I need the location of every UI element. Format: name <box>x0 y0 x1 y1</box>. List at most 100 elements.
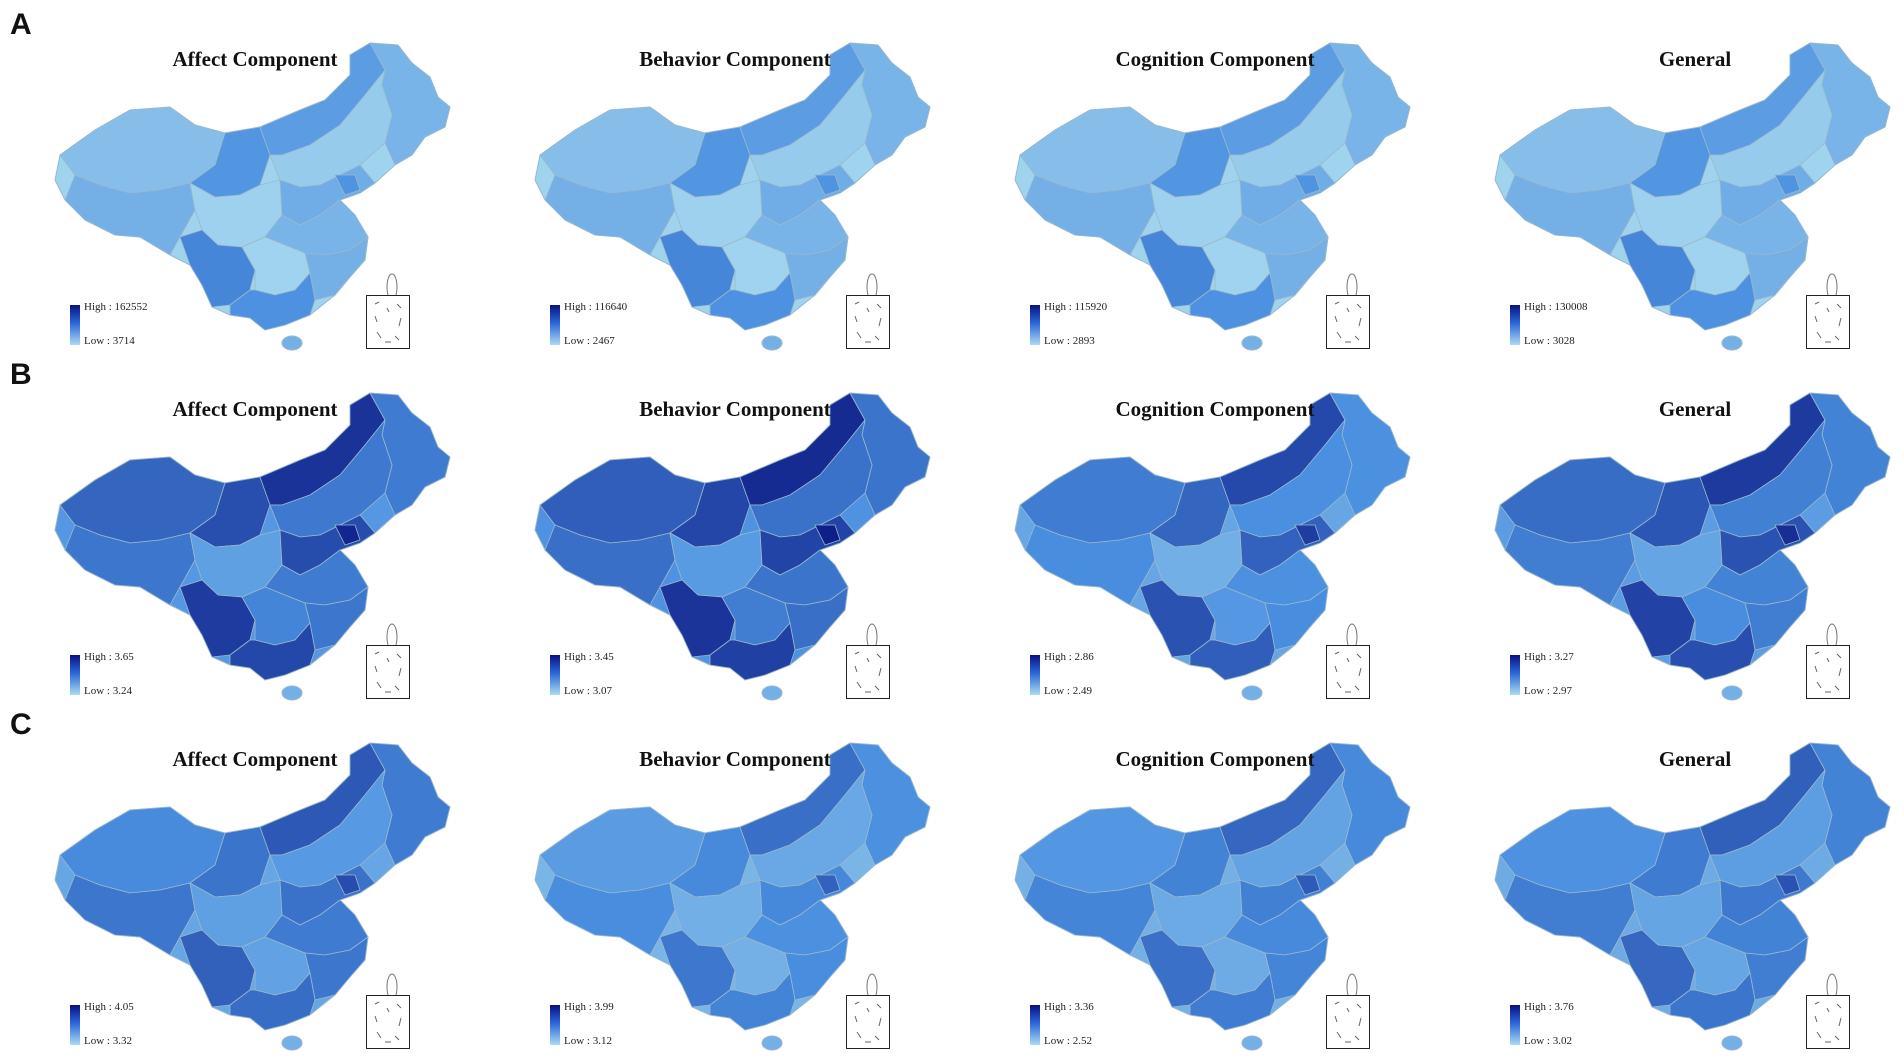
map-legend: High : 3.36 Low : 2.52 <box>1030 1001 1150 1053</box>
map-legend: High : 3.45 Low : 3.07 <box>550 651 670 703</box>
inset-dashes <box>1814 1001 1842 1043</box>
map-legend: High : 116640 Low : 2467 <box>550 301 670 353</box>
panel-b-affect: Affect Component High : 3.65 Low : 3.24 <box>20 365 490 705</box>
south-china-sea-inset <box>366 995 410 1049</box>
hainan-island <box>1241 1035 1263 1051</box>
map-legend: High : 115920 Low : 2893 <box>1030 301 1150 353</box>
legend-color-ramp <box>1510 655 1520 695</box>
legend-low-label: Low : 3714 <box>84 335 135 347</box>
province-map <box>534 392 931 701</box>
hainan-island <box>1721 685 1743 701</box>
panel-title: General <box>1658 47 1732 71</box>
legend-low-label: Low : 2.49 <box>1044 685 1092 697</box>
legend-high-label: High : 3.99 <box>564 1001 614 1013</box>
legend-low-label: Low : 3.12 <box>564 1035 612 1047</box>
legend-low-label: Low : 2467 <box>564 335 615 347</box>
panel-b-cognition: Cognition Component High : 2.86 Low : 2.49 <box>980 365 1450 705</box>
panel-a-affect: Affect Component High : 162552 Low : 3714 <box>20 15 490 355</box>
map-legend: High : 3.99 Low : 3.12 <box>550 1001 670 1053</box>
hainan-island <box>1241 685 1263 701</box>
province-map <box>54 392 451 701</box>
province-map <box>1014 42 1411 351</box>
legend-high-label: High : 3.36 <box>1044 1001 1094 1013</box>
legend-color-ramp <box>550 1005 560 1045</box>
legend-color-ramp <box>1030 305 1040 345</box>
province-map <box>1014 392 1411 701</box>
legend-low-label: Low : 2.52 <box>1044 1035 1092 1047</box>
legend-high-label: High : 4.05 <box>84 1001 134 1013</box>
province-map <box>1014 742 1411 1051</box>
inset-dashes <box>374 301 402 343</box>
inset-dashes <box>1334 1001 1362 1043</box>
province-region <box>1294 174 1321 196</box>
province-region <box>1189 622 1276 681</box>
legend-low-label: Low : 3.07 <box>564 685 612 697</box>
panel-title: Behavior Component <box>639 47 831 71</box>
south-china-sea-inset <box>846 645 890 699</box>
legend-high-label: High : 3.76 <box>1524 1001 1574 1013</box>
legend-high-label: High : 3.65 <box>84 651 134 663</box>
province-region <box>709 622 796 681</box>
hainan-island <box>281 1035 303 1051</box>
legend-high-label: High : 2.86 <box>1044 651 1094 663</box>
south-china-sea-inset <box>1326 295 1370 349</box>
province-region <box>814 524 841 546</box>
south-china-sea-inset <box>1806 645 1850 699</box>
hainan-island <box>281 335 303 351</box>
province-map <box>534 742 931 1051</box>
map-legend: High : 3.27 Low : 2.97 <box>1510 651 1630 703</box>
panel-b-behavior: Behavior Component High : 3.45 Low : 3.07 <box>500 365 970 705</box>
inset-dashes <box>1334 301 1362 343</box>
map-legend: High : 130008 Low : 3028 <box>1510 301 1630 353</box>
legend-color-ramp <box>1510 305 1520 345</box>
map-legend: High : 3.65 Low : 3.24 <box>70 651 190 703</box>
inset-dashes <box>854 301 882 343</box>
province-map <box>54 742 451 1051</box>
south-china-sea-inset <box>1806 995 1850 1049</box>
legend-low-label: Low : 2893 <box>1044 335 1095 347</box>
inset-dashes <box>854 651 882 693</box>
province-region <box>1294 874 1321 896</box>
panel-title: Behavior Component <box>639 747 831 771</box>
panel-c-behavior: Behavior Component High : 3.99 Low : 3.12 <box>500 715 970 1055</box>
legend-low-label: Low : 3.02 <box>1524 1035 1572 1047</box>
province-map <box>534 42 931 351</box>
south-china-sea-inset <box>1326 645 1370 699</box>
province-map <box>1494 42 1891 351</box>
province-map <box>1494 742 1891 1051</box>
province-region <box>1189 972 1276 1031</box>
hainan-island <box>281 685 303 701</box>
legend-low-label: Low : 3028 <box>1524 335 1575 347</box>
panel-title: Cognition Component <box>1115 747 1315 771</box>
legend-high-label: High : 3.27 <box>1524 651 1574 663</box>
province-map <box>54 42 451 351</box>
legend-color-ramp <box>70 305 80 345</box>
south-china-sea-inset <box>1326 995 1370 1049</box>
panel-a-general: General High : 130008 Low : 3028 <box>1460 15 1904 355</box>
panel-a-cognition: Cognition Component High : 115920 Low : 28… <box>980 15 1450 355</box>
province-region <box>1669 622 1756 681</box>
map-legend: High : 4.05 Low : 3.32 <box>70 1001 190 1053</box>
province-region <box>229 972 316 1031</box>
inset-dashes <box>374 651 402 693</box>
legend-low-label: Low : 3.24 <box>84 685 132 697</box>
panel-c-affect: Affect Component High : 4.05 Low : 3.32 <box>20 715 490 1055</box>
province-region <box>334 524 361 546</box>
panel-c-general: General High : 3.76 Low : 3.02 <box>1460 715 1904 1055</box>
province-region <box>1669 972 1756 1031</box>
province-map <box>1494 392 1891 701</box>
map-legend: High : 162552 Low : 3714 <box>70 301 190 353</box>
legend-high-label: High : 162552 <box>84 301 148 313</box>
province-region <box>1294 524 1321 546</box>
inset-dashes <box>1814 301 1842 343</box>
province-region <box>814 174 841 196</box>
province-region <box>709 972 796 1031</box>
south-china-sea-inset <box>1806 295 1850 349</box>
row-label-a: A <box>10 8 32 41</box>
province-region <box>1189 272 1276 331</box>
legend-low-label: Low : 2.97 <box>1524 685 1572 697</box>
south-china-sea-inset <box>366 295 410 349</box>
panel-c-cognition: Cognition Component High : 3.36 Low : 2.52 <box>980 715 1450 1055</box>
south-china-sea-inset <box>846 295 890 349</box>
province-region <box>1774 174 1801 196</box>
